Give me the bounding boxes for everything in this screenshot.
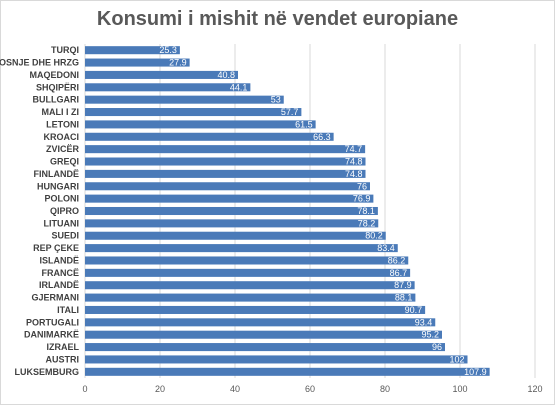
category-label: IRLANDË — [39, 280, 79, 290]
bar — [85, 343, 445, 352]
x-tick-label: 80 — [380, 384, 390, 394]
bar — [85, 355, 468, 364]
data-label: 78.1 — [357, 206, 375, 216]
bar — [85, 244, 398, 253]
category-label: FRANCË — [42, 268, 80, 278]
category-label: POLONI — [44, 194, 79, 204]
data-label: 102 — [449, 354, 464, 364]
bar — [85, 219, 379, 228]
bar — [85, 281, 415, 290]
data-label: 76.9 — [353, 194, 371, 204]
bar — [85, 145, 366, 154]
data-label: 86.7 — [390, 268, 408, 278]
x-tick-label: 120 — [527, 384, 542, 394]
bar — [85, 231, 386, 240]
bar — [85, 206, 378, 216]
data-label: 66.3 — [313, 132, 331, 142]
category-label: SHQIPËRI — [36, 82, 79, 92]
category-label: LUKSEMBURG — [15, 367, 80, 377]
category-label: BOSNJE DHE HRZG — [0, 58, 79, 68]
data-label: 74.8 — [345, 157, 363, 167]
bar — [85, 169, 366, 178]
x-tick-label: 20 — [155, 384, 165, 394]
category-label: ITALI — [57, 305, 79, 315]
bar — [85, 318, 436, 327]
bar — [85, 256, 409, 265]
data-label: 96 — [432, 342, 442, 352]
category-label: GREQI — [50, 157, 79, 167]
bar — [85, 330, 442, 339]
data-label: 25.3 — [159, 45, 177, 55]
x-tick-label: 40 — [230, 384, 240, 394]
category-label: AUSTRI — [46, 354, 80, 364]
bar — [85, 305, 426, 314]
data-label: 44.1 — [230, 82, 248, 92]
category-label: LITUANI — [44, 218, 80, 228]
category-label: PORTUGALI — [26, 317, 79, 327]
category-label: FINLANDË — [34, 169, 80, 179]
category-label: ZVICËR — [46, 144, 80, 154]
bar — [85, 83, 251, 92]
category-label: KROACI — [44, 132, 80, 142]
data-label: 90.7 — [405, 305, 423, 315]
bar — [85, 293, 416, 302]
data-label: 74.8 — [345, 169, 363, 179]
category-label: LETONI — [46, 119, 79, 129]
data-label: 88.1 — [395, 293, 413, 303]
bar — [85, 70, 238, 79]
category-label: TURQI — [51, 45, 79, 55]
data-label: 80.2 — [365, 231, 383, 241]
category-label: QIPRO — [50, 206, 79, 216]
bar — [85, 120, 316, 129]
category-label: SUEDI — [51, 231, 79, 241]
category-label: REP ÇEKE — [33, 243, 79, 253]
data-label: 61.5 — [295, 119, 313, 129]
data-label: 107.9 — [464, 367, 487, 377]
x-tick-label: 60 — [305, 384, 315, 394]
bar — [85, 268, 411, 277]
x-tick-label: 0 — [82, 384, 87, 394]
category-label: BULLGARI — [33, 95, 80, 105]
data-label: 27.9 — [169, 58, 187, 68]
data-label: 76 — [357, 181, 367, 191]
bar — [85, 58, 190, 67]
x-tick-label: 100 — [452, 384, 467, 394]
category-label: GJERMANI — [31, 293, 79, 303]
chart-title: Konsumi i mishit në vendet europiane — [96, 8, 459, 30]
bar — [85, 46, 180, 55]
data-label: 53 — [271, 95, 281, 105]
bar — [85, 182, 370, 191]
data-label: 40.8 — [217, 70, 235, 80]
category-label: HUNGARI — [37, 181, 79, 191]
data-label: 87.9 — [394, 280, 412, 290]
data-label: 93.4 — [415, 317, 433, 327]
data-label: 95.2 — [421, 330, 439, 340]
category-label: MALI I ZI — [42, 107, 80, 117]
data-label: 86.2 — [388, 255, 406, 265]
data-label: 83.4 — [377, 243, 395, 253]
category-label: MAQEDONI — [30, 70, 80, 80]
category-label: DANIMARKË — [24, 330, 79, 340]
bar — [85, 367, 490, 376]
bar — [85, 194, 374, 203]
data-label: 57.7 — [281, 107, 299, 117]
bar — [85, 108, 302, 117]
category-label: IZRAEL — [47, 342, 80, 352]
data-label: 74.7 — [345, 144, 363, 154]
bar — [85, 157, 366, 166]
data-label: 78.2 — [358, 218, 376, 228]
bar — [85, 95, 284, 104]
category-label: ISLANDË — [39, 255, 79, 265]
bar — [85, 132, 334, 141]
